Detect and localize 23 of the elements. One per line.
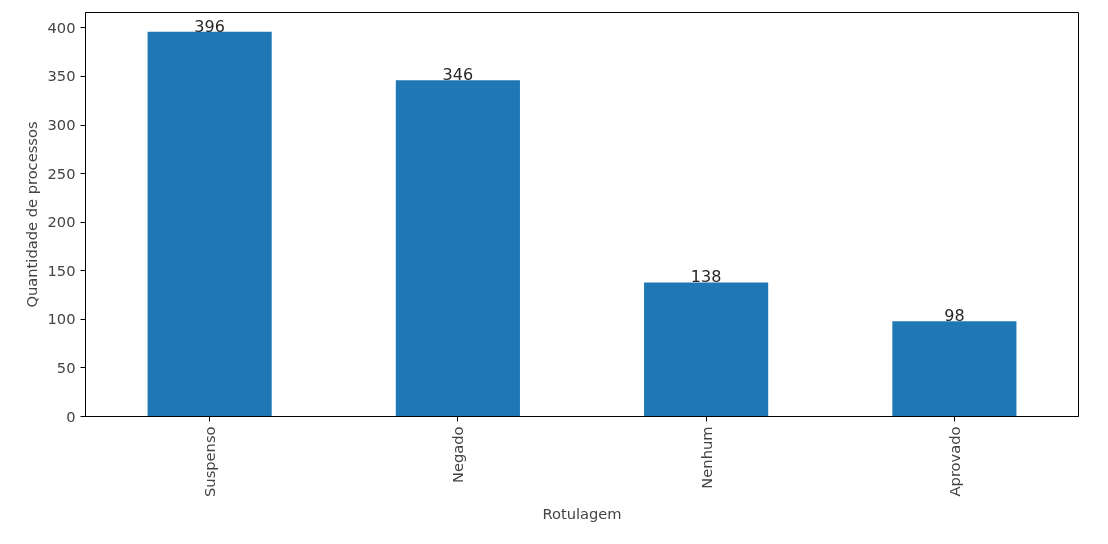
y-tick-label: 350 (47, 67, 76, 85)
data-label: 346 (442, 65, 474, 85)
bar (395, 80, 520, 417)
y-tick-label: 0 (66, 407, 76, 425)
y-tick-label: 200 (47, 213, 76, 231)
y-tick-label: 150 (47, 261, 76, 279)
y-tick-label: 250 (47, 164, 76, 182)
y-tick-label: 300 (47, 116, 76, 134)
bar (892, 321, 1017, 417)
x-tick-label: Aprovado (945, 426, 963, 497)
x-tick-label: Negado (449, 426, 467, 484)
y-tick-label: 100 (47, 310, 76, 328)
data-label: 98 (944, 306, 965, 326)
x-tick-label: Nenhum (697, 426, 715, 489)
data-label: 138 (690, 267, 722, 287)
bar (644, 282, 769, 417)
y-axis-title: Quantidade de processos (22, 121, 40, 308)
y-tick-label: 50 (56, 358, 76, 376)
data-label: 396 (194, 16, 225, 36)
bar (147, 31, 272, 417)
x-axis-title: Rotulagem (542, 504, 622, 522)
x-tick-label: Suspenso (201, 426, 219, 497)
y-tick-label: 400 (47, 18, 76, 36)
